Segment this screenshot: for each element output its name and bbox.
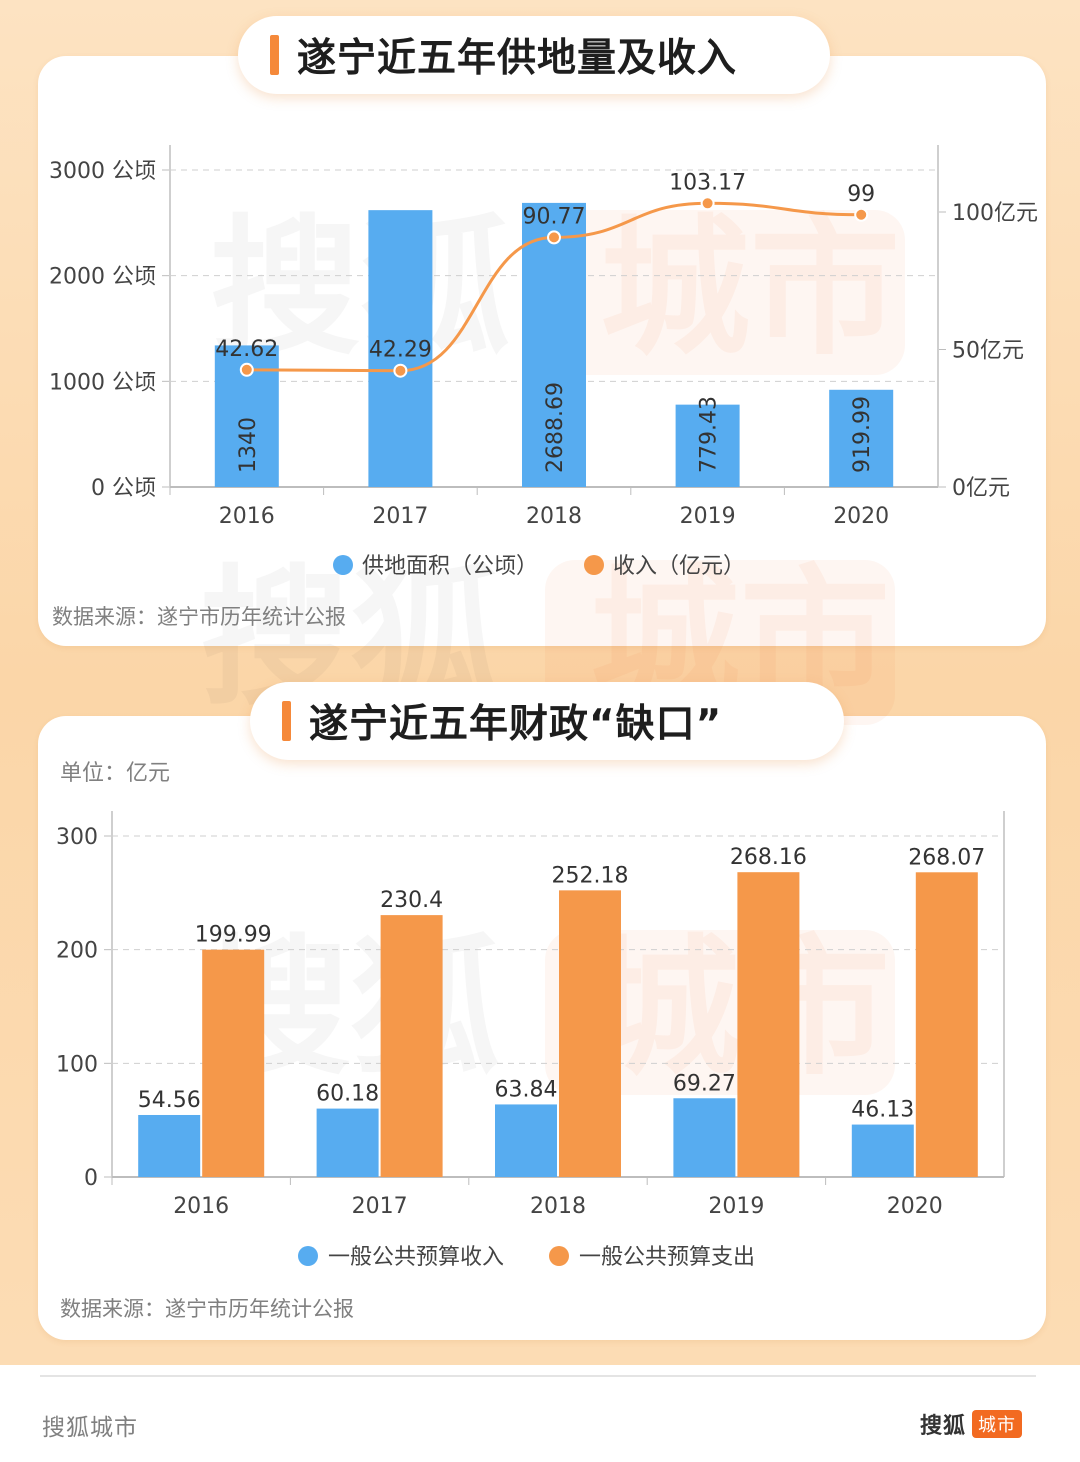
y-tick-label-right: 100亿元 xyxy=(952,201,1038,226)
bar-data-label: 1340 xyxy=(236,417,261,473)
legend-label-land: 供地面积（公顷） xyxy=(362,554,538,579)
y-tick-label-left: 1000 公顷 xyxy=(49,370,156,395)
line-point-income xyxy=(239,362,254,377)
footer-logo: 搜狐 城市 xyxy=(920,1408,1023,1440)
y-tick-label: 300 xyxy=(56,825,98,850)
line-data-label: 90.77 xyxy=(523,204,586,229)
chart-title-badge-2: 遂宁近五年财政“缺口” xyxy=(250,682,844,760)
line-data-label: 42.62 xyxy=(215,337,278,362)
source-note: 数据来源：遂宁市历年统计公报 xyxy=(52,605,346,629)
bar-data-label: 779.43 xyxy=(697,396,722,473)
y-tick-label: 0 xyxy=(84,1166,98,1191)
footer-brand-left: 搜狐城市 xyxy=(42,1415,138,1441)
line-point-income xyxy=(393,363,408,378)
legend-marker-land xyxy=(333,555,353,575)
y-tick-label-left: 2000 公顷 xyxy=(49,265,156,290)
watermark-badge xyxy=(555,210,905,375)
y-tick-label-left: 0 公顷 xyxy=(91,476,156,501)
bar-budget-revenue xyxy=(316,1108,379,1177)
line-point-income xyxy=(547,230,561,245)
line-data-label: 103.17 xyxy=(669,170,746,195)
x-tick-label: 2018 xyxy=(526,504,582,529)
footer-logo-tag: 城市 xyxy=(972,1410,1023,1438)
bar-data-label: 268.16 xyxy=(730,845,807,870)
chart-title: 遂宁近五年财政“缺口” xyxy=(309,702,723,747)
bar-budget-expenditure xyxy=(737,872,800,1177)
source-note: 数据来源：遂宁市历年统计公报 xyxy=(60,1297,354,1321)
bar-budget-expenditure xyxy=(915,872,978,1177)
bar-data-label: 46.13 xyxy=(851,1098,914,1123)
bar-budget-revenue xyxy=(138,1114,201,1177)
x-tick-label: 2017 xyxy=(372,504,428,529)
bar-budget-expenditure xyxy=(380,915,443,1177)
watermark-badge xyxy=(545,930,895,1095)
x-tick-label: 2019 xyxy=(708,1194,764,1219)
watermark-text: 城市 xyxy=(600,202,900,376)
x-tick-label: 2018 xyxy=(530,1194,586,1219)
legend-marker-income xyxy=(584,555,604,575)
bar-budget-expenditure xyxy=(559,890,621,1177)
bar-land-area xyxy=(368,210,433,488)
bar-budget-expenditure xyxy=(202,949,265,1177)
y-tick-label-left: 3000 公顷 xyxy=(49,159,156,184)
unit-label: 单位：亿元 xyxy=(60,761,170,786)
legend-label-expenditure: 一般公共预算支出 xyxy=(579,1245,755,1270)
line-data-label: 42.29 xyxy=(369,338,432,363)
chart-title-badge-1: 遂宁近五年供地量及收入 xyxy=(238,16,830,94)
fiscal-gap-chart: 单位：亿元 0 100 200 300 2016 2017 2018 2019 2020 54.56… xyxy=(56,761,1005,1321)
line-point-income xyxy=(854,207,869,222)
x-tick-label: 2016 xyxy=(173,1194,229,1219)
title-accent-bar xyxy=(282,701,291,741)
legend-label-revenue: 一般公共预算收入 xyxy=(328,1245,504,1270)
line-point-income xyxy=(700,196,715,211)
bar-land-area xyxy=(829,389,894,487)
footer-divider xyxy=(40,1375,1036,1377)
bar-data-label: 199.99 xyxy=(195,923,272,948)
land-supply-chart: 0 公顷 1000 公顷 2000 公顷 3000 公顷 0亿元 50亿元 100亿元 201… xyxy=(49,145,1038,629)
y-tick-label-right: 50亿元 xyxy=(952,339,1024,364)
bar-data-label: 63.84 xyxy=(495,1077,558,1102)
footer-logo-text: 搜狐 xyxy=(920,1414,967,1439)
y-tick-label: 100 xyxy=(56,1052,98,1077)
bar-budget-revenue xyxy=(673,1098,736,1177)
legend-marker-revenue xyxy=(298,1246,318,1266)
y-tick-label: 200 xyxy=(56,939,98,964)
legend-label-income: 收入（亿元） xyxy=(613,554,745,579)
bar-data-label: 268.07 xyxy=(908,845,985,870)
y-tick-label-right: 0亿元 xyxy=(952,476,1010,501)
bar-land-area xyxy=(522,202,586,488)
bar-budget-revenue xyxy=(495,1104,557,1177)
bar-data-label: 252.18 xyxy=(552,863,629,888)
bar-budget-revenue xyxy=(851,1124,914,1177)
bar-data-label: 69.27 xyxy=(673,1071,736,1096)
title-accent-bar xyxy=(270,35,279,75)
bar-data-label: 919.99 xyxy=(850,396,875,473)
x-tick-label: 2019 xyxy=(680,504,736,529)
bar-land-area xyxy=(675,404,740,487)
bar-data-label: 2688.69 xyxy=(543,382,568,473)
bar-data-label: 230.4 xyxy=(380,888,443,913)
line-data-label: 99 xyxy=(847,182,875,207)
bar-data-label: 54.56 xyxy=(138,1088,201,1113)
x-tick-label: 2020 xyxy=(887,1194,943,1219)
bar-data-label: 60.18 xyxy=(316,1082,379,1107)
x-tick-label: 2017 xyxy=(352,1194,408,1219)
x-tick-label: 2020 xyxy=(833,504,889,529)
chart-title: 遂宁近五年供地量及收入 xyxy=(297,36,738,81)
legend-marker-expenditure xyxy=(549,1246,569,1266)
x-tick-label: 2016 xyxy=(219,504,275,529)
